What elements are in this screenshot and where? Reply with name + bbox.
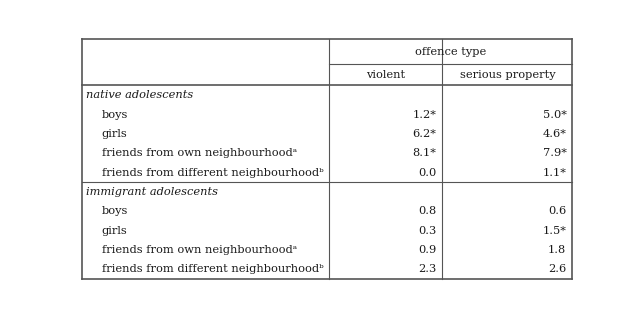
Text: immigrant adolescents: immigrant adolescents: [86, 187, 218, 197]
Text: friends from own neighbourhoodᵃ: friends from own neighbourhoodᵃ: [102, 148, 297, 158]
Text: girls: girls: [102, 226, 127, 236]
Text: 4.6*: 4.6*: [543, 129, 566, 139]
Text: 7.9*: 7.9*: [543, 148, 566, 158]
Text: 8.1*: 8.1*: [413, 148, 436, 158]
Text: 1.2*: 1.2*: [413, 110, 436, 119]
Text: girls: girls: [102, 129, 127, 139]
Text: 1.8: 1.8: [548, 245, 566, 255]
Text: 0.8: 0.8: [419, 206, 436, 216]
Text: friends from different neighbourhoodᵇ: friends from different neighbourhoodᵇ: [102, 265, 324, 274]
Text: 1.5*: 1.5*: [543, 226, 566, 236]
Text: 0.0: 0.0: [419, 168, 436, 178]
Text: boys: boys: [102, 110, 128, 119]
Text: 2.6: 2.6: [548, 265, 566, 274]
Text: 2.3: 2.3: [419, 265, 436, 274]
Text: 6.2*: 6.2*: [413, 129, 436, 139]
Text: violent: violent: [366, 70, 405, 80]
Text: serious property: serious property: [459, 70, 555, 80]
Text: friends from different neighbourhoodᵇ: friends from different neighbourhoodᵇ: [102, 168, 324, 178]
Text: 0.3: 0.3: [419, 226, 436, 236]
Text: 0.6: 0.6: [548, 206, 566, 216]
Text: 0.9: 0.9: [419, 245, 436, 255]
Text: 5.0*: 5.0*: [543, 110, 566, 119]
Text: 1.1*: 1.1*: [543, 168, 566, 178]
Text: offence type: offence type: [415, 47, 486, 57]
Text: friends from own neighbourhoodᵃ: friends from own neighbourhoodᵃ: [102, 245, 297, 255]
Text: boys: boys: [102, 206, 128, 216]
Text: native adolescents: native adolescents: [86, 90, 193, 100]
